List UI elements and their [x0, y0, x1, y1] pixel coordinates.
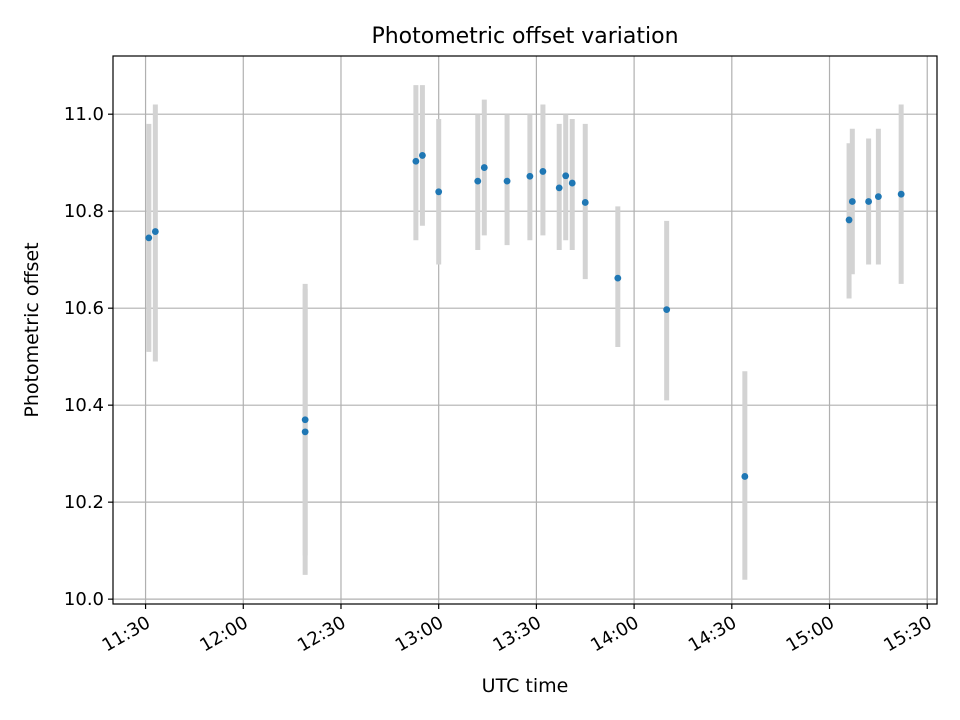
data-point	[568, 179, 576, 187]
data-point	[301, 416, 309, 424]
data-point	[145, 234, 153, 242]
chart-title: Photometric offset variation	[371, 24, 678, 49]
data-point	[526, 172, 534, 180]
data-point	[539, 168, 547, 175]
data-point	[474, 177, 482, 185]
data-point	[663, 306, 671, 314]
y-tick-label: 10.2	[64, 492, 104, 513]
data-point	[897, 190, 905, 198]
y-tick-label: 11.0	[64, 104, 104, 125]
y-tick-label: 10.0	[64, 589, 104, 610]
data-point	[865, 198, 873, 205]
grid	[113, 56, 937, 604]
y-tick-label: 10.6	[64, 298, 104, 319]
data-points	[145, 152, 905, 480]
x-axis-title: UTC time	[482, 675, 569, 697]
data-point	[151, 228, 159, 235]
data-point	[562, 172, 570, 180]
data-point	[503, 177, 511, 185]
data-point	[412, 157, 420, 165]
data-point	[614, 274, 622, 282]
data-point	[845, 216, 853, 224]
data-point	[581, 199, 589, 206]
data-point	[435, 188, 443, 196]
data-point	[480, 164, 488, 171]
data-point	[741, 473, 749, 480]
plot-frame	[112, 55, 938, 605]
data-point	[301, 428, 309, 436]
data-point	[874, 193, 882, 201]
y-tick-label: 10.4	[64, 395, 104, 416]
data-point	[555, 184, 563, 192]
y-axis-title: Photometric offset	[21, 242, 43, 417]
data-point	[848, 198, 856, 205]
data-point	[419, 152, 426, 159]
y-tick-label: 10.8	[64, 201, 104, 222]
